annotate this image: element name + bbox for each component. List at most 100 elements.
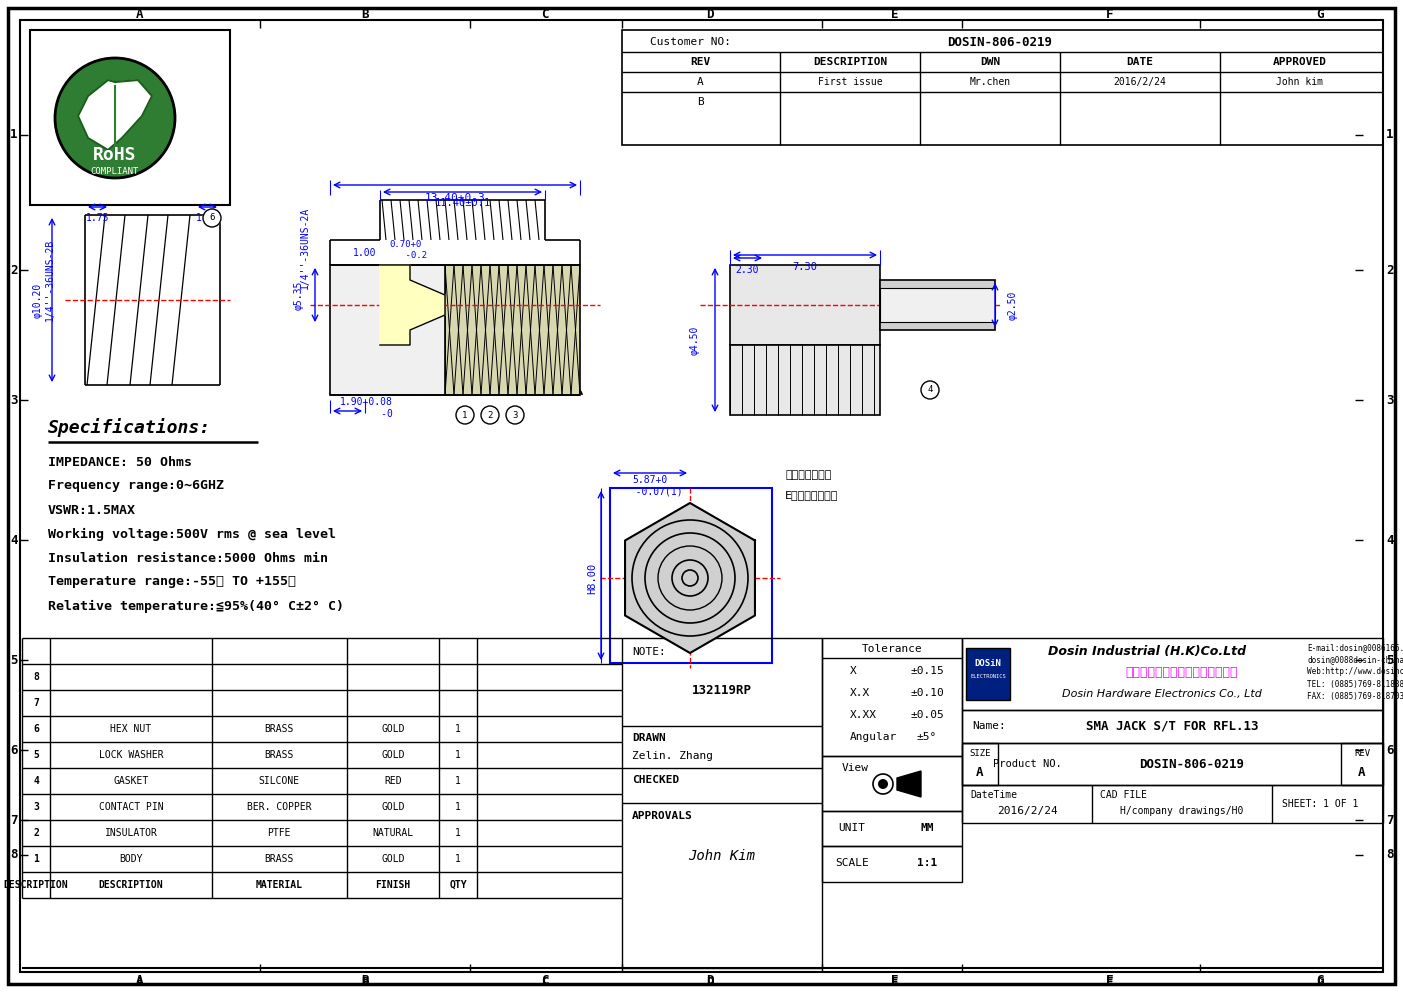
Text: φ5.35: φ5.35 — [295, 281, 304, 310]
Text: 3: 3 — [10, 394, 18, 407]
Text: 1: 1 — [1386, 129, 1393, 142]
Text: 1: 1 — [10, 129, 18, 142]
Bar — [822, 638, 962, 756]
Text: E-mail:dosin@0086166.com: E-mail:dosin@0086166.com — [1308, 644, 1403, 653]
Text: CAD FILE: CAD FILE — [1100, 790, 1148, 800]
Text: APPROVALS: APPROVALS — [631, 811, 693, 821]
Text: X.XX: X.XX — [850, 710, 877, 720]
Text: GOLD: GOLD — [382, 724, 404, 734]
Bar — [822, 811, 962, 846]
Text: F: F — [1106, 975, 1114, 988]
Circle shape — [506, 406, 523, 424]
Text: H/company drawings/H0: H/company drawings/H0 — [1121, 806, 1243, 816]
Text: ±0.15: ±0.15 — [911, 666, 944, 676]
Text: IMPEDANCE: 50 Ohms: IMPEDANCE: 50 Ohms — [48, 455, 192, 468]
Text: Web:http://www.dosinconn.com: Web:http://www.dosinconn.com — [1308, 668, 1403, 677]
Text: 东莞市鷄金五金电子制品有限公司: 东莞市鷄金五金电子制品有限公司 — [1125, 666, 1239, 679]
Text: DWN: DWN — [979, 57, 1000, 67]
Text: Product NO.: Product NO. — [993, 759, 1062, 769]
Text: View: View — [842, 763, 868, 773]
Text: D: D — [706, 975, 714, 988]
Bar — [822, 756, 962, 811]
Text: 2: 2 — [34, 828, 39, 838]
Text: E: E — [891, 8, 899, 21]
Text: 0.70+0
    -0.2: 0.70+0 -0.2 — [383, 240, 427, 260]
Circle shape — [878, 779, 888, 789]
Text: 1.90+0.08
       -0: 1.90+0.08 -0 — [340, 397, 393, 419]
Bar — [1341, 743, 1383, 785]
Text: BODY: BODY — [119, 854, 143, 864]
Text: VSWR:1.5MAX: VSWR:1.5MAX — [48, 504, 136, 517]
Text: 5: 5 — [1386, 654, 1393, 667]
Text: 1: 1 — [455, 750, 462, 760]
Text: DESCRIPTION: DESCRIPTION — [812, 57, 887, 67]
Bar — [330, 265, 445, 395]
Polygon shape — [79, 80, 152, 150]
Bar — [622, 30, 1383, 145]
Text: ELECTRONICS: ELECTRONICS — [969, 674, 1006, 679]
Text: 5: 5 — [34, 750, 39, 760]
Polygon shape — [897, 771, 920, 797]
Text: X: X — [850, 666, 857, 676]
Text: 1: 1 — [34, 854, 39, 864]
Text: INSULATOR: INSULATOR — [105, 828, 157, 838]
Text: ±5°: ±5° — [918, 732, 937, 742]
Text: ±0.05: ±0.05 — [911, 710, 944, 720]
Text: C: C — [542, 973, 549, 986]
Text: 4: 4 — [1386, 534, 1393, 547]
Text: A: A — [136, 975, 143, 988]
Bar — [730, 345, 880, 415]
Text: ±0.10: ±0.10 — [911, 688, 944, 698]
Text: 1/4''-36UNS-2A: 1/4''-36UNS-2A — [300, 207, 310, 289]
Text: DOSIN-806-0219: DOSIN-806-0219 — [947, 36, 1052, 49]
Text: 此平面终中贴画: 此平面终中贴画 — [786, 470, 832, 480]
Text: Name:: Name: — [972, 721, 1006, 731]
Text: A: A — [136, 8, 143, 21]
Text: 6: 6 — [209, 213, 215, 222]
Text: BRASS: BRASS — [264, 724, 293, 734]
Text: BRASS: BRASS — [264, 854, 293, 864]
Text: φ2.50: φ2.50 — [1007, 291, 1019, 319]
Text: TEL: (0885)769-81188888: TEL: (0885)769-81188888 — [1308, 681, 1403, 689]
Bar — [962, 785, 1383, 823]
Text: 11.40±0.1: 11.40±0.1 — [435, 198, 491, 208]
Circle shape — [55, 58, 175, 178]
Text: Insulation resistance:5000 Ohms min: Insulation resistance:5000 Ohms min — [48, 552, 328, 564]
Text: 1.00: 1.00 — [354, 248, 377, 258]
Text: REV: REV — [690, 57, 710, 67]
Text: 6: 6 — [34, 724, 39, 734]
Text: 132119RP: 132119RP — [692, 683, 752, 696]
Text: SILCONE: SILCONE — [258, 776, 300, 786]
Bar — [962, 743, 998, 785]
Text: COMPLIANT: COMPLIANT — [91, 168, 139, 177]
Text: Relative temperature:≦95%(40° C±2° C): Relative temperature:≦95%(40° C±2° C) — [48, 599, 344, 612]
Bar — [622, 638, 822, 968]
Text: Specifications:: Specifications: — [48, 419, 210, 437]
Text: C: C — [542, 975, 549, 988]
Text: 7: 7 — [10, 813, 18, 826]
Text: DESCRIPTION: DESCRIPTION — [4, 880, 69, 890]
Text: 7: 7 — [1386, 813, 1393, 826]
Text: GOLD: GOLD — [382, 854, 404, 864]
Text: Zelin. Zhang: Zelin. Zhang — [631, 751, 713, 761]
Text: Customer NO:: Customer NO: — [650, 37, 731, 47]
Text: SHEET: 1 OF 1: SHEET: 1 OF 1 — [1282, 799, 1358, 809]
Text: 1.75: 1.75 — [86, 213, 109, 223]
Bar — [962, 710, 1383, 743]
Text: FAX: (0885)769-81870333: FAX: (0885)769-81870333 — [1308, 692, 1403, 701]
Text: REV: REV — [1354, 750, 1371, 759]
Text: SMA JACK S/T FOR RFL.13: SMA JACK S/T FOR RFL.13 — [1086, 719, 1258, 732]
Bar — [730, 265, 880, 345]
Text: 7: 7 — [34, 698, 39, 708]
Text: D: D — [706, 8, 714, 21]
Text: First issue: First issue — [818, 77, 882, 87]
Text: CHECKED: CHECKED — [631, 775, 679, 785]
Text: Mr.chen: Mr.chen — [969, 77, 1010, 87]
Text: 2: 2 — [10, 264, 18, 277]
Text: Frequency range:0~6GHZ: Frequency range:0~6GHZ — [48, 479, 224, 492]
Text: DOSIN-806-0219: DOSIN-806-0219 — [1139, 758, 1244, 771]
Text: LOCK WASHER: LOCK WASHER — [98, 750, 163, 760]
Text: A: A — [1358, 766, 1365, 779]
Text: 3: 3 — [1386, 394, 1393, 407]
Text: 6: 6 — [1386, 743, 1393, 757]
